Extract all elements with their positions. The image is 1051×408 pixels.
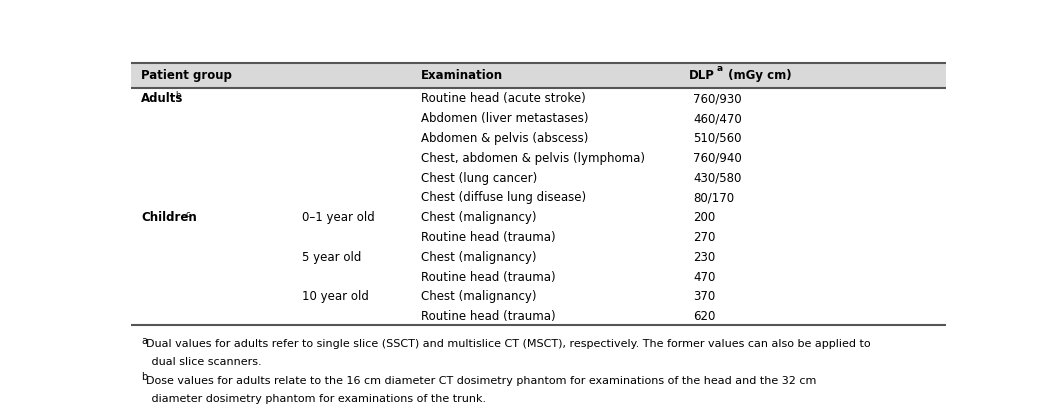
Text: Abdomen (liver metastases): Abdomen (liver metastases) xyxy=(420,112,588,125)
Text: Dose values for adults relate to the 16 cm diameter CT dosimetry phantom for exa: Dose values for adults relate to the 16 … xyxy=(146,375,817,386)
Text: Routine head (trauma): Routine head (trauma) xyxy=(420,271,555,284)
Text: b: b xyxy=(176,91,181,100)
Text: Routine head (trauma): Routine head (trauma) xyxy=(420,231,555,244)
Text: dual slice scanners.: dual slice scanners. xyxy=(141,357,262,367)
Text: Abdomen & pelvis (abscess): Abdomen & pelvis (abscess) xyxy=(420,132,588,145)
Text: Adults: Adults xyxy=(141,92,184,105)
Text: 430/580: 430/580 xyxy=(694,172,742,184)
Text: 460/470: 460/470 xyxy=(694,112,742,125)
Text: Patient group: Patient group xyxy=(141,69,232,82)
Text: Examination: Examination xyxy=(420,69,502,82)
Text: 270: 270 xyxy=(694,231,716,244)
Text: Routine head (acute stroke): Routine head (acute stroke) xyxy=(420,92,585,105)
Text: 0–1 year old: 0–1 year old xyxy=(303,211,375,224)
Text: a: a xyxy=(717,64,723,73)
Text: 370: 370 xyxy=(694,290,716,303)
Text: 80/170: 80/170 xyxy=(694,191,735,204)
Text: Dual values for adults refer to single slice (SSCT) and multislice CT (MSCT), re: Dual values for adults refer to single s… xyxy=(146,339,870,349)
FancyBboxPatch shape xyxy=(131,63,946,88)
Text: 760/940: 760/940 xyxy=(694,152,742,165)
Text: diameter dosimetry phantom for examinations of the trunk.: diameter dosimetry phantom for examinati… xyxy=(141,394,487,404)
Text: Chest, abdomen & pelvis (lymphoma): Chest, abdomen & pelvis (lymphoma) xyxy=(420,152,644,165)
Text: Routine head (trauma): Routine head (trauma) xyxy=(420,310,555,323)
Text: Chest (diffuse lung disease): Chest (diffuse lung disease) xyxy=(420,191,585,204)
Text: 10 year old: 10 year old xyxy=(303,290,369,303)
Text: 200: 200 xyxy=(694,211,716,224)
Text: Chest (malignancy): Chest (malignancy) xyxy=(420,251,536,264)
Text: 230: 230 xyxy=(694,251,716,264)
Text: Chest (malignancy): Chest (malignancy) xyxy=(420,211,536,224)
Text: 760/930: 760/930 xyxy=(694,92,742,105)
Text: 510/560: 510/560 xyxy=(694,132,742,145)
Text: Chest (malignancy): Chest (malignancy) xyxy=(420,290,536,303)
Text: c: c xyxy=(186,210,190,219)
Text: 470: 470 xyxy=(694,271,716,284)
Text: Children: Children xyxy=(141,211,197,224)
Text: Chest (lung cancer): Chest (lung cancer) xyxy=(420,172,537,184)
Text: DLP: DLP xyxy=(689,69,715,82)
Text: a: a xyxy=(141,336,147,346)
Text: (mGy cm): (mGy cm) xyxy=(724,69,792,82)
Text: 620: 620 xyxy=(694,310,716,323)
Text: 5 year old: 5 year old xyxy=(303,251,362,264)
Text: b: b xyxy=(141,373,147,382)
